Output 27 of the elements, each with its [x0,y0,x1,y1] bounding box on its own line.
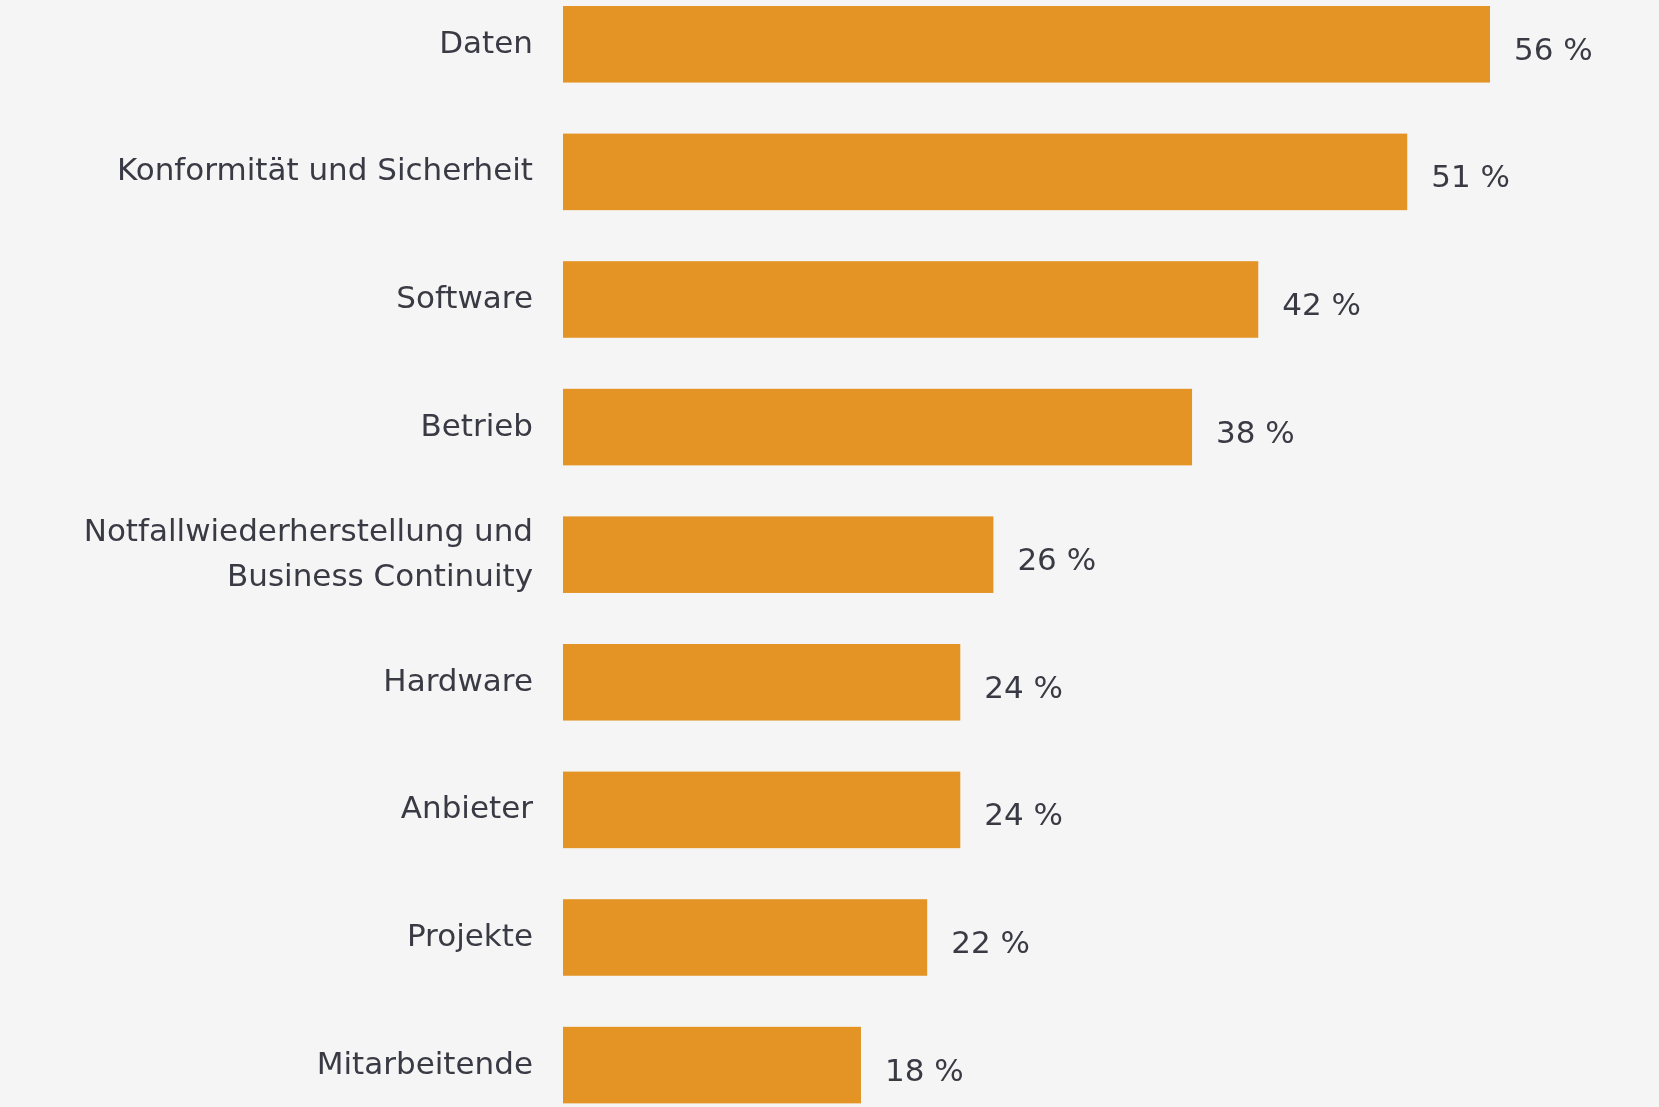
bar [563,6,1490,83]
data-label: 24 % [984,796,1064,833]
y-tick-label: Anbieter [400,789,534,826]
y-tick-label: Konformität und Sicherheit [116,151,533,188]
data-label: 24 % [984,668,1064,705]
data-label: 18 % [884,1051,964,1088]
data-label: 22 % [951,923,1030,960]
data-label: 26 % [1017,541,1097,578]
bar [563,133,1408,211]
data-label: 56 % [1514,30,1593,67]
y-tick-label: Hardware [383,661,533,698]
data-label: 51 % [1431,158,1510,195]
y-tick-label: Daten [439,23,533,60]
y-tick-label: Software [396,278,533,315]
y-tick-label: Betrieb [420,406,533,443]
bar [563,1026,861,1104]
bar [563,899,928,976]
y-tick-label: Notfallwiederherstellung und Business Continuity [83,511,533,593]
bar [563,261,1259,338]
y-tick-label: Projekte [406,916,533,953]
bar [563,516,994,593]
bar [563,771,961,849]
data-label: 42 % [1282,285,1362,322]
bar [563,644,961,721]
data-label: 38 % [1216,413,1295,450]
bar [563,388,1193,466]
y-tick-label: Mitarbeitende [316,1044,533,1081]
